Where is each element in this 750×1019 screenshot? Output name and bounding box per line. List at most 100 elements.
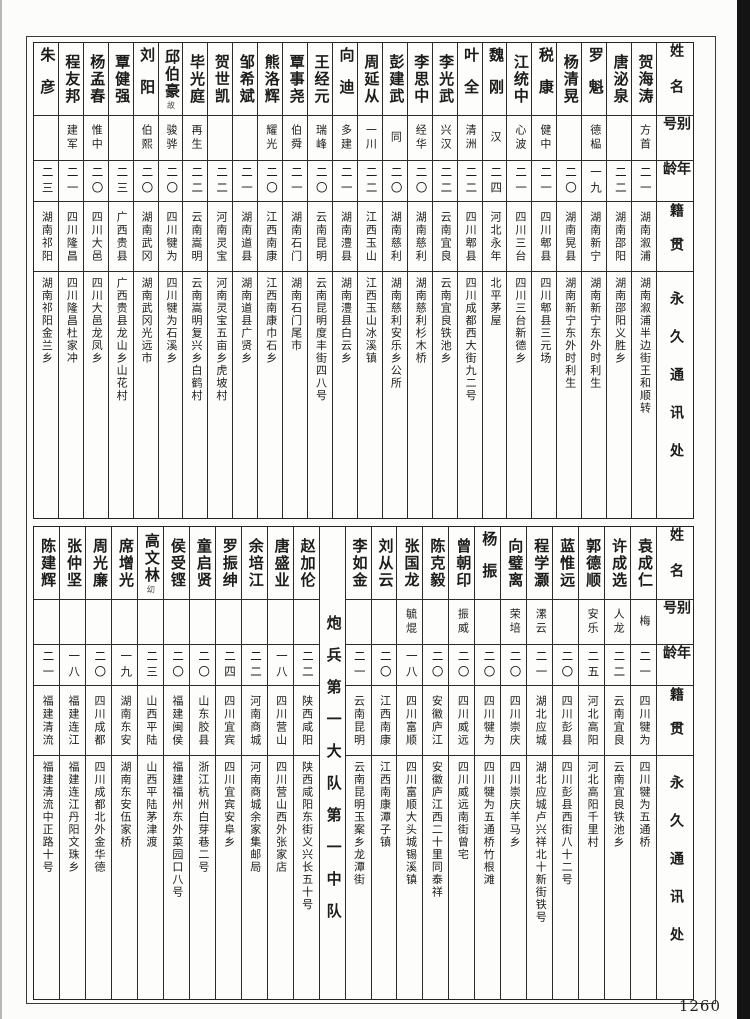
person-address-cell: 四川崇庆羊马乡 bbox=[501, 755, 527, 999]
person-name-cell: 程友邦 bbox=[59, 43, 83, 115]
person-alias-cell bbox=[215, 599, 241, 644]
person-alias-cell: 建军 bbox=[58, 115, 83, 160]
person-address-cell: 四川郫县三元场 bbox=[532, 271, 557, 518]
person-age: 一九 bbox=[119, 649, 132, 681]
person-address: 广西贵县龙山乡山花村 bbox=[115, 277, 128, 402]
person-native-cell: 四川营山 bbox=[267, 685, 293, 755]
person-column: 熊洛辉 耀光 二〇 江西南康 江西南康巾石乡 bbox=[257, 43, 283, 518]
person-native-place: 江西玉山 bbox=[364, 210, 377, 263]
person-native-place: 福建清流 bbox=[41, 694, 54, 747]
person-name: 杨孟春 bbox=[88, 53, 105, 105]
person-column: 贺海涛 方首 二一 湖南溆浦 湖南溆浦半边街王和顺转 bbox=[631, 43, 656, 518]
person-age-cell: 二一 bbox=[34, 644, 60, 685]
person-address-cell: 四川隆昌杜家冲 bbox=[58, 271, 83, 518]
person-native-cell: 湖南晃县 bbox=[557, 201, 582, 271]
person-name: 蓝惟远 bbox=[558, 537, 575, 589]
person-address-cell: 河南商城余家集邮局 bbox=[241, 755, 267, 999]
person-address: 云南昆明玉案乡龙潭街 bbox=[352, 761, 365, 886]
person-name: 邱伯豪 bbox=[163, 49, 180, 100]
person-age: 二四 bbox=[489, 165, 502, 197]
person-age: 二三 bbox=[145, 649, 158, 681]
person-address: 安徽庐江西二十里同泰祥 bbox=[430, 761, 443, 899]
person-native-cell: 云南昆明 bbox=[308, 201, 333, 271]
person-name: 罗振绅 bbox=[220, 537, 237, 589]
person-name-cell: 江统中 bbox=[507, 43, 531, 115]
person-name: 周延从 bbox=[362, 53, 379, 105]
person-address-cell: 四川成都北外金华德 bbox=[86, 755, 111, 999]
person-address: 河南灵宝五亩乡虎坡村 bbox=[214, 277, 227, 402]
person-address: 四川犍为五通桥竹根滩 bbox=[482, 761, 495, 886]
person-age-cell: 二四 bbox=[482, 160, 507, 201]
person-name: 周光廉 bbox=[91, 537, 107, 589]
person-name: 曾朝印 bbox=[454, 537, 471, 589]
person-alias-cell: 毓焜 bbox=[397, 599, 423, 644]
person-name: 江统中 bbox=[511, 53, 528, 105]
person-alias: 多建 bbox=[339, 124, 352, 152]
person-alias-cell: 梅 bbox=[631, 599, 656, 644]
person-name-cell: 许成选 bbox=[605, 527, 630, 599]
person-alias-cell: 振威 bbox=[449, 599, 475, 644]
person-name-cell: 赵加伦 bbox=[294, 527, 319, 599]
person-native-place: 四川郫县 bbox=[464, 210, 477, 263]
person-address-cell: 湖南道县广贤乡 bbox=[233, 271, 258, 518]
person-age-cell: 二二 bbox=[607, 160, 632, 201]
person-address: 湖南祁阳金兰乡 bbox=[40, 277, 53, 365]
person-age-cell: 二〇 bbox=[86, 644, 111, 685]
person-age: 二〇 bbox=[414, 165, 427, 197]
person-native-cell: 湖南澧县 bbox=[333, 201, 357, 271]
person-alias-cell: 德榀 bbox=[582, 115, 607, 160]
person-name-cell: 毕光庭 bbox=[183, 43, 207, 115]
person-name: 覃健强 bbox=[113, 53, 130, 105]
header-cell: 籍贯 bbox=[657, 201, 693, 271]
person-age-cell: 二二 bbox=[457, 160, 482, 201]
person-native-place: 湖南道县 bbox=[239, 210, 252, 263]
person-native-cell: 山西平陆 bbox=[137, 685, 163, 755]
person-alias-cell bbox=[34, 599, 60, 644]
person-address: 陕西咸阳东街义兴长五十号 bbox=[300, 761, 313, 911]
person-column: 罗振绅 二四 四川宜宾 四川宜宾安阜乡 bbox=[214, 527, 241, 999]
person-column: 陈建辉 二一 福建清流 福建清流中正路十号 bbox=[34, 527, 60, 999]
person-native-cell: 河北永年 bbox=[482, 201, 507, 271]
person-address-cell: 山西平陆茅津渡 bbox=[137, 755, 163, 999]
person-age: 二一 bbox=[41, 649, 54, 681]
person-column: 向迪 多建 二一 湖南澧县 湖南澧县白云乡 bbox=[332, 43, 357, 518]
person-native-cell: 山东胶县 bbox=[189, 685, 215, 755]
person-native-cell: 四川彭县 bbox=[553, 685, 579, 755]
person-age: 二〇 bbox=[264, 165, 277, 197]
person-address: 四川营山西外张家店 bbox=[274, 761, 287, 874]
person-name-cell: 邱伯豪故 bbox=[159, 43, 183, 115]
person-address-cell: 湖北应城卢兴祥北十新街铁号 bbox=[527, 755, 553, 999]
person-address: 江西南康巾石乡 bbox=[264, 277, 277, 365]
person-age: 二〇 bbox=[171, 649, 184, 681]
person-address-cell: 湖南石门尾市 bbox=[283, 271, 308, 518]
person-age: 二三 bbox=[40, 165, 53, 197]
person-age: 二二 bbox=[248, 649, 261, 681]
person-column: 童启贤 二〇 山东胶县 浙江杭州白芽巷二号 bbox=[188, 527, 215, 999]
person-name-cell: 李光武 bbox=[433, 43, 457, 115]
header-cell: 永久通讯处 bbox=[657, 755, 693, 999]
person-column: 邹希斌 二一 湖南道县 湖南道县广贤乡 bbox=[232, 43, 258, 518]
person-alias: 毓焜 bbox=[404, 608, 417, 636]
person-native-cell: 广西贵县 bbox=[108, 201, 133, 271]
person-age-cell: 二〇 bbox=[423, 644, 449, 685]
person-address-cell: 广西贵县龙山乡山花村 bbox=[108, 271, 133, 518]
person-native-place: 湖南东安 bbox=[118, 694, 131, 747]
person-name: 邹希斌 bbox=[237, 53, 254, 105]
person-age-cell: 二四 bbox=[215, 644, 241, 685]
person-age: 二一 bbox=[352, 649, 365, 681]
person-native-place: 云南宜良 bbox=[439, 210, 452, 263]
person-address: 云南嵩明复兴乡白鹤村 bbox=[189, 277, 202, 402]
person-column: 朱彦 二三 湖南祁阳 湖南祁阳金兰乡 bbox=[33, 43, 58, 518]
person-alias: 健中 bbox=[538, 124, 551, 152]
person-address: 江西玉山冰溪镇 bbox=[364, 277, 377, 365]
person-address: 云南昆明度丰街四八号 bbox=[314, 277, 327, 402]
person-alias: 梅 bbox=[638, 615, 651, 629]
person-age: 二一 bbox=[539, 165, 552, 197]
header-address: 永久通讯处 bbox=[668, 291, 683, 481]
person-native-cell: 湖南道县 bbox=[233, 201, 258, 271]
person-name-cell: 向迪 bbox=[333, 43, 357, 115]
person-alias-cell bbox=[607, 115, 632, 160]
person-alias-cell: 惟中 bbox=[83, 115, 108, 160]
person-column: 覃健强 二三 广西贵县 广西贵县龙山乡山花村 bbox=[107, 43, 133, 518]
person-age-cell: 二〇 bbox=[501, 644, 527, 685]
